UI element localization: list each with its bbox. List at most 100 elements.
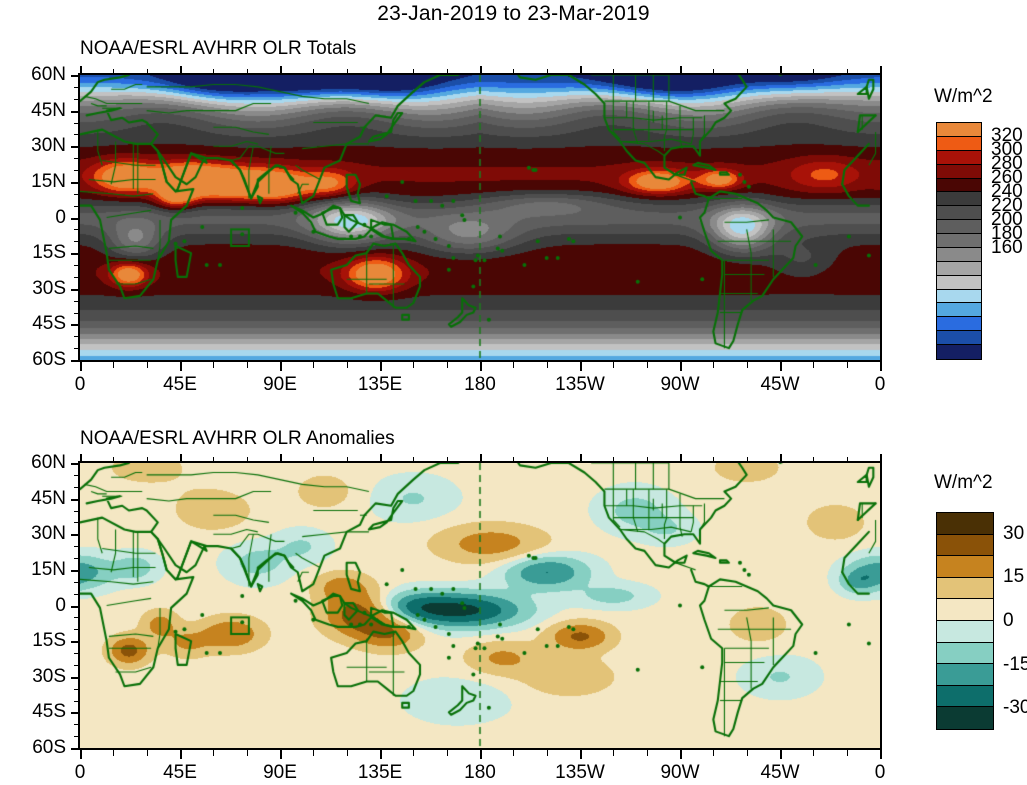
y-axis-label: 60S (32, 349, 66, 370)
x-tick (313, 750, 315, 756)
x-axis-label: 45W (760, 762, 800, 783)
x-tick (580, 66, 582, 75)
colorbar-band (937, 136, 981, 151)
y-tick (71, 569, 80, 572)
x-tick (546, 69, 548, 75)
x-tick (413, 69, 415, 75)
colorbar-band (937, 261, 981, 276)
y-axis-label: 45S (32, 701, 66, 723)
x-tick (680, 362, 682, 371)
x-tick (80, 362, 82, 371)
y-axis-label: 45S (32, 313, 66, 335)
map-canvas-anomalies (80, 463, 880, 748)
x-tick (546, 750, 548, 756)
colorbar-totals[interactable] (936, 122, 982, 360)
y-tick (74, 581, 80, 583)
x-tick (846, 457, 848, 463)
x-tick (880, 750, 882, 759)
x-tick (713, 750, 715, 756)
x-axis-label: 90W (660, 374, 700, 395)
colorbar-tick-label: 180 (991, 223, 1023, 244)
panel-title-anomalies: NOAA/ESRL AVHRR OLR Anomalies (80, 428, 395, 449)
x-tick (313, 69, 315, 75)
x-tick (813, 750, 815, 756)
y-axis-label: 60S (32, 737, 66, 758)
x-tick (480, 750, 482, 759)
y-tick (74, 510, 80, 512)
x-tick (680, 750, 682, 759)
colorbar-band (937, 577, 993, 600)
map-olr-totals[interactable] (78, 73, 882, 362)
x-axis-label: 0 (74, 374, 86, 395)
y-tick (71, 641, 80, 644)
x-tick (280, 362, 282, 371)
colorbar-band (937, 513, 993, 535)
x-tick (480, 66, 482, 75)
colorbar-band (937, 642, 993, 665)
page-title: 23-Jan-2019 to 23-Mar-2019 (377, 2, 650, 25)
colorbar-tick-label: -30 (1003, 697, 1027, 719)
x-tick (413, 750, 415, 756)
x-tick (613, 362, 615, 368)
x-tick (380, 362, 382, 371)
x-tick (180, 750, 182, 759)
colorbar-band (937, 178, 981, 193)
colorbar-band (937, 534, 993, 557)
x-axis-label: 180 (464, 374, 496, 395)
x-tick (446, 69, 448, 75)
y-axis-label: 15S (32, 242, 66, 264)
x-tick (646, 69, 648, 75)
x-tick (146, 457, 148, 463)
x-tick (880, 362, 882, 371)
y-tick (74, 265, 80, 266)
x-tick (746, 69, 748, 75)
y-tick (74, 522, 80, 524)
map-olr-anomalies[interactable] (78, 461, 882, 750)
x-tick (213, 750, 215, 756)
y-tick (74, 593, 80, 595)
colorbar-tick-label: -15 (1003, 653, 1027, 675)
y-tick (74, 474, 80, 476)
x-tick (213, 362, 215, 368)
map-canvas-totals (80, 75, 880, 360)
x-tick (780, 750, 782, 759)
x-tick (80, 454, 82, 463)
colorbar-band (937, 247, 981, 262)
y-tick (71, 676, 80, 679)
colorbar-band (937, 289, 981, 304)
colorbar-band (937, 275, 981, 290)
x-tick (513, 69, 515, 75)
colorbar-band (937, 664, 993, 686)
y-axis-label: 0 (55, 206, 66, 228)
y-tick (74, 229, 80, 231)
x-axis-label: 135E (357, 374, 403, 395)
y-tick (71, 217, 80, 220)
colorbar-tick-label: 280 (991, 153, 1023, 174)
y-tick (74, 205, 80, 207)
x-tick (346, 362, 348, 368)
x-tick (846, 362, 848, 368)
y-tick (71, 360, 80, 362)
x-tick (380, 454, 382, 463)
y-axis-label: 30N (31, 135, 66, 157)
y-axis-label: 15S (32, 630, 66, 652)
colorbar-band (937, 620, 993, 643)
x-axis-label: 90E (263, 762, 297, 783)
colorbar-units-totals: W/m^2 (934, 86, 993, 107)
y-tick (71, 75, 80, 77)
x-tick (780, 362, 782, 371)
x-tick (780, 454, 782, 463)
x-tick (446, 457, 448, 463)
x-tick (713, 362, 715, 368)
colorbar-tick-label: 30 (1003, 522, 1025, 544)
y-tick (74, 617, 80, 619)
x-tick (613, 457, 615, 463)
y-tick (74, 629, 80, 631)
x-tick (480, 454, 482, 463)
colorbar-band (937, 707, 993, 729)
x-tick (413, 362, 415, 368)
x-axis-label: 180 (464, 762, 496, 783)
x-tick (646, 362, 648, 368)
colorbar-anomalies[interactable] (936, 512, 994, 730)
x-axis-label: 135E (357, 762, 403, 783)
